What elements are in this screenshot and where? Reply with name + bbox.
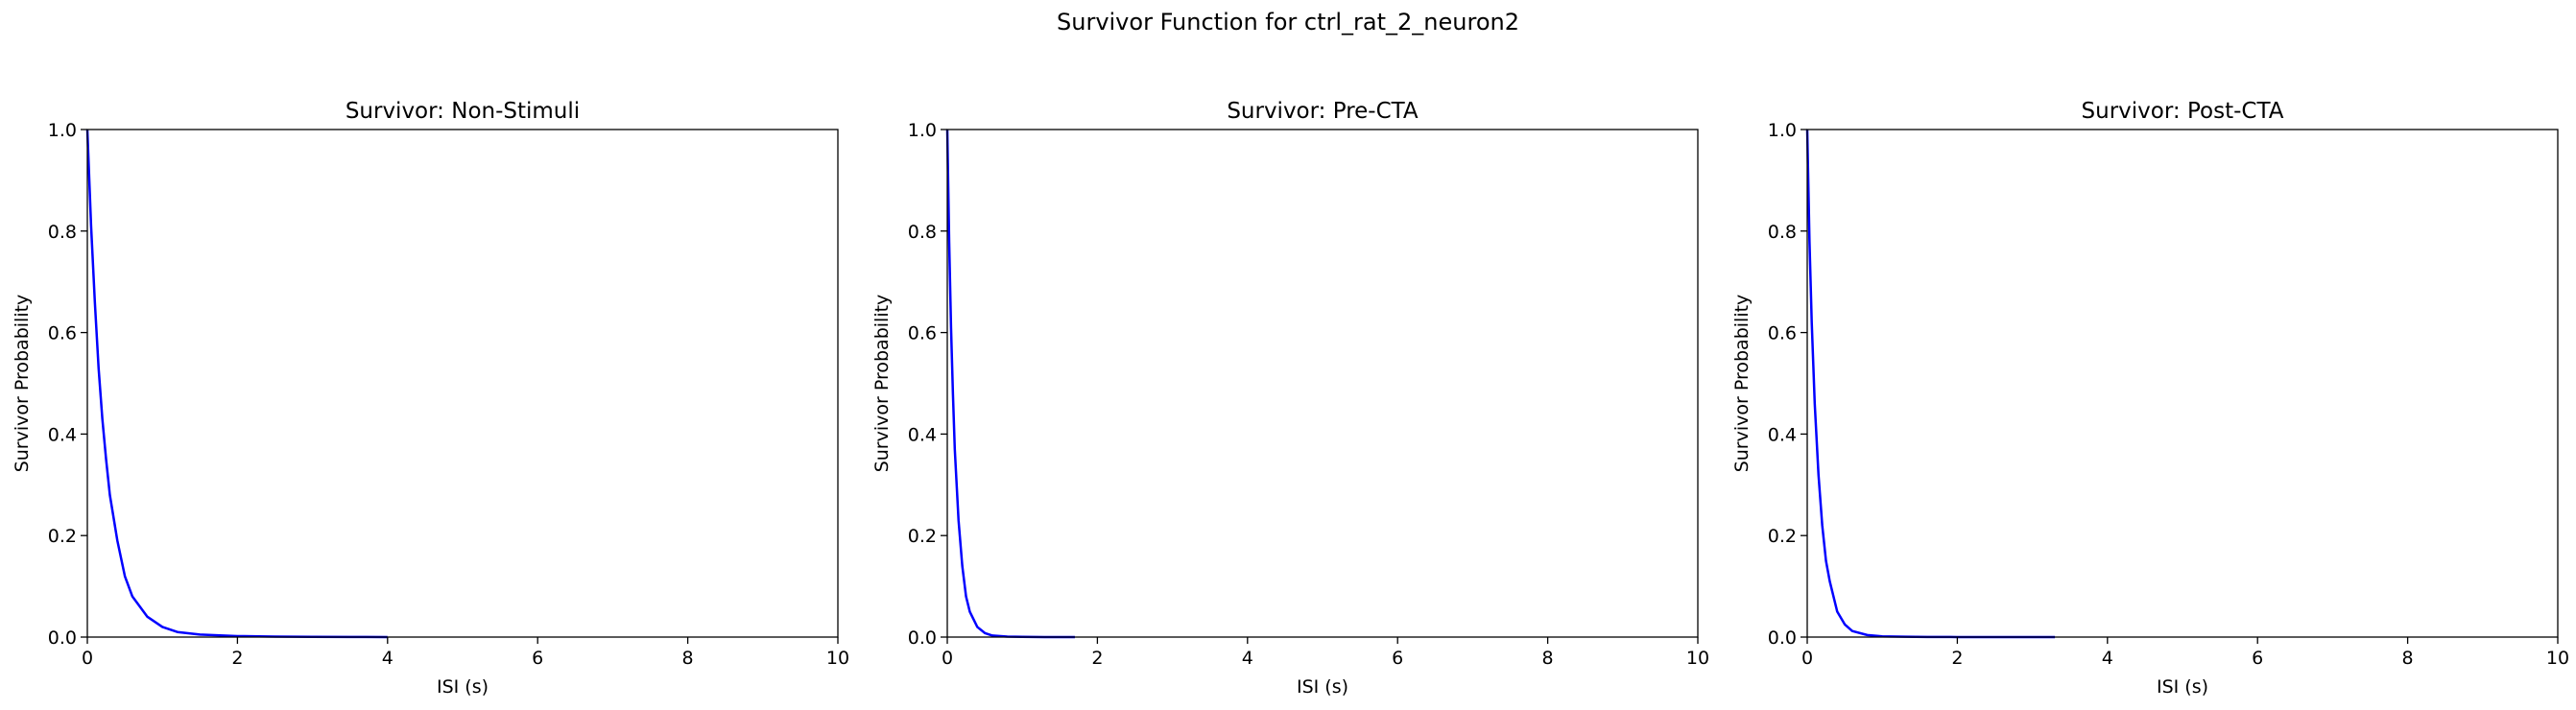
y-tick-label: 0.4 <box>1768 424 1797 445</box>
x-tick-label: 0 <box>1801 648 1813 669</box>
y-tick-label: 0.8 <box>908 222 937 243</box>
x-tick-label: 2 <box>1091 648 1103 669</box>
x-tick-label: 10 <box>826 648 849 669</box>
x-tick-label: 10 <box>1686 648 1709 669</box>
y-tick-label: 0.0 <box>1768 627 1797 649</box>
y-tick-label: 0.6 <box>48 323 77 344</box>
figure-suptitle: Survivor Function for ctrl_rat_2_neuron2 <box>1057 9 1519 36</box>
y-tick-label: 1.0 <box>48 120 77 141</box>
y-tick-label: 0.4 <box>48 424 77 445</box>
y-axis-label: Survivor Probability <box>12 295 33 473</box>
x-tick-label: 6 <box>2252 648 2263 669</box>
y-axis-label: Survivor Probability <box>871 295 893 473</box>
x-tick-label: 0 <box>942 648 953 669</box>
x-tick-label: 10 <box>2546 648 2569 669</box>
series-line <box>85 129 388 639</box>
subplot-1: 0 2 4 6 8 10 0.0 0.2 0.4 0.6 0.8 1.0 Survivor: Non-S… <box>12 99 849 698</box>
x-tick-label: 4 <box>2102 648 2113 669</box>
x-tick-label: 6 <box>1392 648 1403 669</box>
axes-frame <box>1806 129 2559 638</box>
y-tick-label: 0.0 <box>908 627 937 649</box>
y-tick-label: 0.6 <box>908 323 937 344</box>
x-tick-label: 0 <box>82 648 93 669</box>
x-tick-label: 4 <box>1242 648 1253 669</box>
axes-frame <box>86 129 839 638</box>
subplot-title: Survivor: Pre-CTA <box>1227 99 1419 124</box>
x-tick-label: 6 <box>532 648 543 669</box>
x-tick-label: 4 <box>382 648 394 669</box>
y-tick-label: 0.0 <box>48 627 77 649</box>
series-line <box>1805 129 2056 639</box>
y-tick-label: 1.0 <box>1768 120 1797 141</box>
x-tick-label: 8 <box>2402 648 2414 669</box>
series-line <box>945 129 1075 639</box>
axes-frame <box>946 129 1699 638</box>
x-tick-label: 8 <box>682 648 694 669</box>
subplot-title: Survivor: Non-Stimuli <box>346 99 580 124</box>
y-tick-label: 0.2 <box>1768 526 1797 547</box>
subplot-title: Survivor: Post-CTA <box>2082 99 2284 124</box>
y-tick-label: 0.8 <box>48 222 77 243</box>
y-tick-label: 0.8 <box>1768 222 1797 243</box>
y-tick-label: 0.2 <box>48 526 77 547</box>
y-axis-label: Survivor Probability <box>1731 295 1753 473</box>
x-tick-label: 2 <box>231 648 243 669</box>
y-tick-label: 0.6 <box>1768 323 1797 344</box>
y-tick-label: 0.2 <box>908 526 937 547</box>
x-axis-label: ISI (s) <box>2157 676 2208 698</box>
y-tick-label: 0.4 <box>908 424 937 445</box>
x-axis-label: ISI (s) <box>437 676 489 698</box>
subplot-2: 0 2 4 6 8 10 0.0 0.2 0.4 0.6 0.8 1.0 Survivor: Pre-C… <box>871 99 1709 698</box>
x-axis-label: ISI (s) <box>1297 676 1348 698</box>
y-tick-label: 1.0 <box>908 120 937 141</box>
x-tick-label: 8 <box>1542 648 1554 669</box>
x-tick-label: 2 <box>1951 648 1963 669</box>
subplot-3: 0 2 4 6 8 10 0.0 0.2 0.4 0.6 0.8 1.0 Survivor: Post-… <box>1731 99 2569 698</box>
